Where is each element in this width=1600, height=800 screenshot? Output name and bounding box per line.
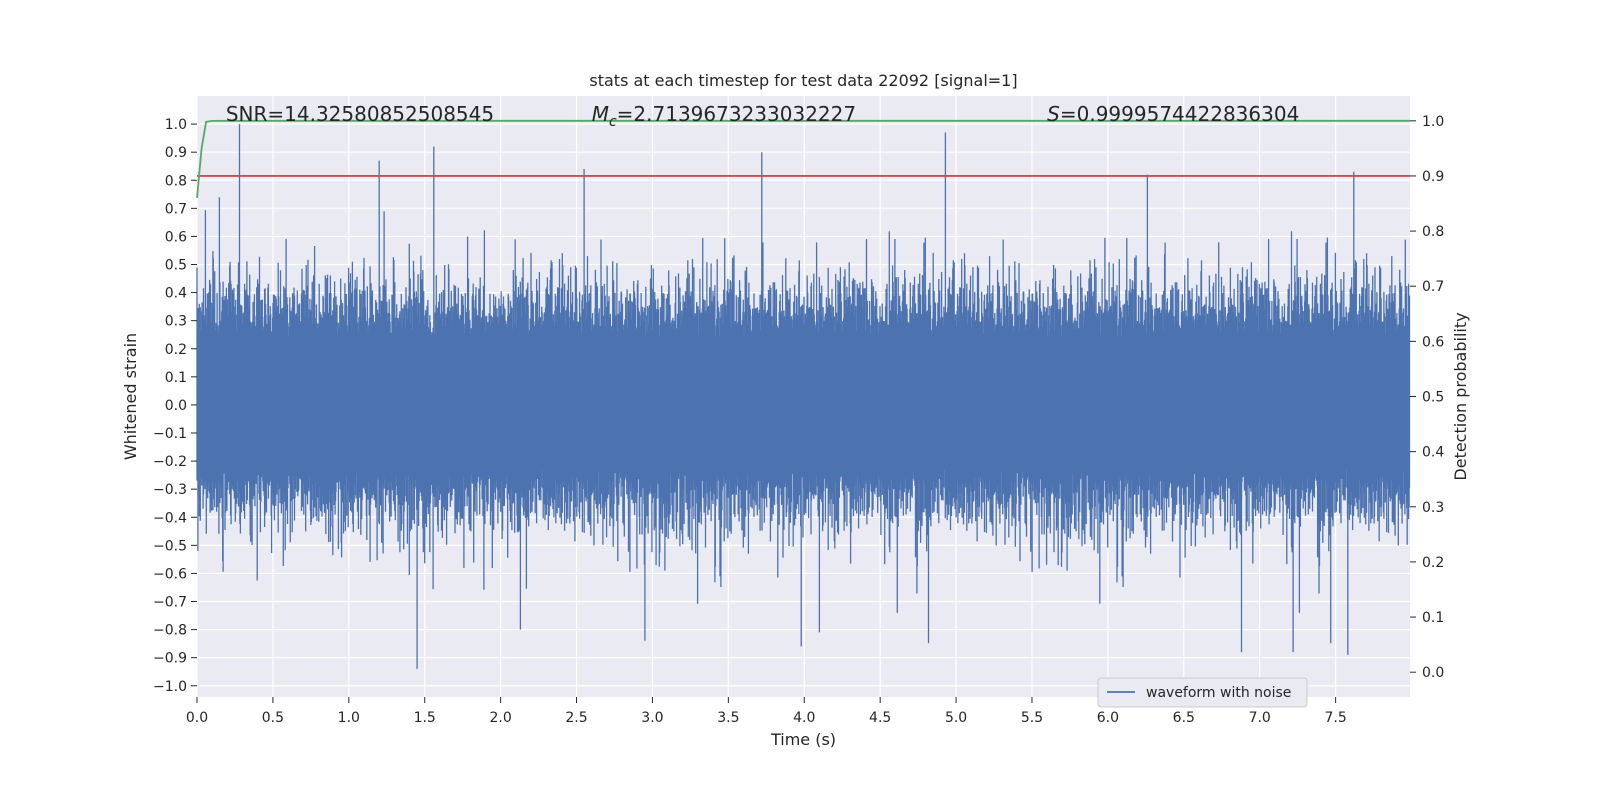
y-axis-label: Whitened strain <box>121 333 140 460</box>
stat-annotation: S=0.9999574422836304 <box>1047 102 1299 126</box>
y-right-tick-label: 0.5 <box>1422 390 1444 406</box>
x-tick-label: 1.0 <box>338 710 360 726</box>
y-tick-label: 0.2 <box>165 342 187 358</box>
x-tick-label: 1.5 <box>414 710 436 726</box>
x-tick-label: 5.5 <box>1021 710 1043 726</box>
x-tick-label: 3.5 <box>717 710 739 726</box>
y-tick-label: 0.6 <box>165 229 187 245</box>
y-right-tick-label: 0.1 <box>1422 610 1444 626</box>
y-right-axis-label: Detection probability <box>1451 312 1470 480</box>
waveform-line <box>196 124 1411 669</box>
y-tick-label: −0.4 <box>153 510 187 526</box>
chart-title: stats at each timestep for test data 220… <box>589 71 1017 90</box>
legend-box <box>1097 677 1308 708</box>
y-tick-label: −0.7 <box>153 595 187 611</box>
y-tick-label: −1.0 <box>153 679 187 695</box>
y-tick-label: 0.1 <box>165 370 187 386</box>
x-tick-label: 3.0 <box>641 710 663 726</box>
stat-annotation: Mc=2.7139673233032227 <box>592 102 856 130</box>
x-tick-label: 6.5 <box>1173 710 1195 726</box>
x-tick-label: 4.5 <box>869 710 891 726</box>
y-tick-label: −0.6 <box>153 566 187 582</box>
y-tick-label: −0.8 <box>153 623 187 639</box>
x-tick-label: 2.0 <box>489 710 511 726</box>
waveform-series <box>196 124 1411 669</box>
y-tick-label: −0.9 <box>153 651 187 667</box>
x-tick-label: 5.0 <box>945 710 967 726</box>
y-right-tick-label: 0.4 <box>1422 445 1444 461</box>
probability-series <box>196 119 1410 199</box>
x-tick-label: 7.0 <box>1249 710 1271 726</box>
x-tick-label: 7.5 <box>1324 710 1346 726</box>
y-right-tick-label: 0.0 <box>1422 665 1444 681</box>
axes: 0.0 0.5 1.0 1.5 2.0 2.5 3.0 3.5 4.0 4.5 5.0 5.5 6.0 6… <box>121 71 1470 749</box>
y-right-tick-label: 0.2 <box>1422 555 1444 571</box>
y-right-tick-label: 0.9 <box>1422 169 1444 185</box>
y-tick-label: −0.1 <box>153 426 187 442</box>
y-tick-label: 0.3 <box>165 314 187 330</box>
y-right-tick-label: 1.0 <box>1422 114 1444 130</box>
annotations: SNR=14.32580852508545 Mc=2.71396732330322… <box>226 102 1299 130</box>
y-tick-label: 0.5 <box>165 258 187 274</box>
stat-annotation: SNR=14.32580852508545 <box>226 102 494 126</box>
y-tick-label: 0.0 <box>165 398 187 414</box>
legend: waveform with noise <box>1097 677 1308 708</box>
y-tick-label: −0.3 <box>153 482 187 498</box>
y-tick-label: 0.4 <box>165 286 187 302</box>
y-tick-label: −0.5 <box>153 538 187 554</box>
y-tick-label: −0.2 <box>153 454 187 470</box>
detection-probability-line <box>196 119 1410 199</box>
y-right-tick-label: 0.7 <box>1422 279 1444 295</box>
y-tick-label: 0.8 <box>165 173 187 189</box>
y-right-tick-label: 0.6 <box>1422 334 1444 350</box>
x-tick-label: 0.5 <box>262 710 284 726</box>
y-tick-label: 0.9 <box>165 145 187 161</box>
y-tick-label: 1.0 <box>165 117 187 133</box>
legend-label: waveform with noise <box>1146 685 1291 701</box>
x-tick-label: 4.0 <box>793 710 815 726</box>
x-tick-label: 2.5 <box>565 710 587 726</box>
x-tick-label: 6.0 <box>1097 710 1119 726</box>
x-axis-label: Time (s) <box>770 730 836 749</box>
y-right-tick-label: 0.3 <box>1422 500 1444 516</box>
y-right-tick-label: 0.8 <box>1422 224 1444 240</box>
x-tick-label: 0.0 <box>186 710 208 726</box>
y-tick-label: 0.7 <box>165 201 187 217</box>
